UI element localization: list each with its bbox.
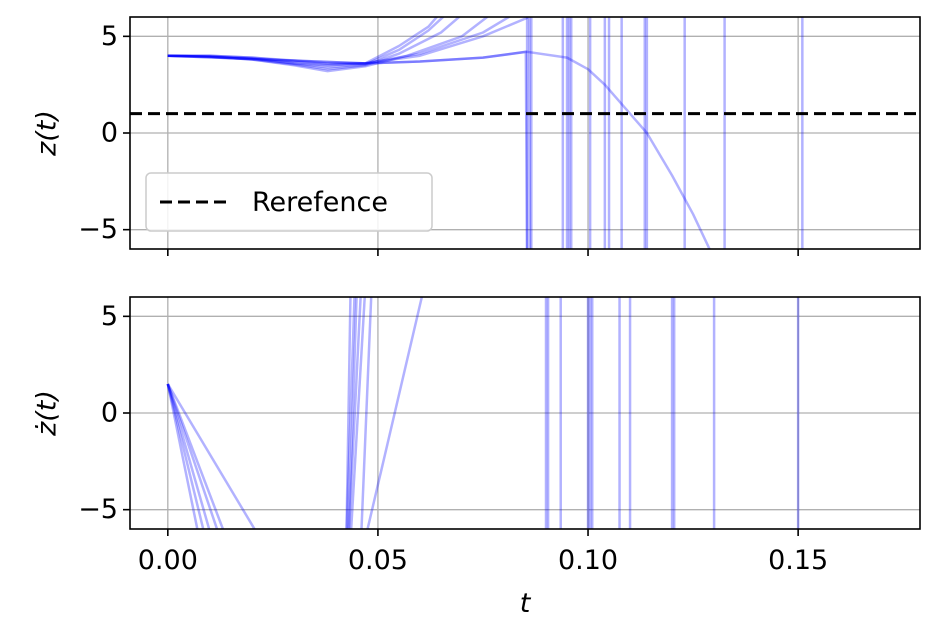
z-trajectories	[167, 17, 804, 249]
z-y-tick-label: 0	[101, 118, 118, 149]
zdot-y-ticks: −5 0 5	[78, 301, 130, 525]
zdot-trajectory-line	[347, 297, 358, 529]
x-axis-label: t	[520, 588, 532, 619]
zdot-trajectory-line	[366, 297, 424, 529]
z-trajectory-line	[167, 50, 529, 249]
zdot-y-tick-label: 0	[101, 398, 118, 429]
zdot-x-tick-label: 0.05	[348, 545, 408, 576]
z-y-tick-label: 5	[101, 21, 118, 52]
zdot-y-tick-label: 5	[101, 301, 118, 332]
z-y-tick-label: −5	[78, 214, 118, 245]
zdot-x-tick-label: 0.15	[768, 545, 828, 576]
zdot-panel: 0.00 0.05 0.10 0.15 −5 0 5 ż(t) t	[32, 296, 921, 619]
zdot-trajectory-line	[345, 297, 356, 529]
zdot-trajectory-line	[349, 297, 366, 529]
zdot-y-axis-label: ż(t)	[32, 390, 63, 437]
zdot-grid	[130, 297, 920, 529]
zdot-trajectory-line	[166, 383, 205, 529]
zdot-x-ticks: 0.00 0.05 0.10 0.15	[138, 529, 828, 576]
zdot-trajectory-line	[166, 383, 219, 529]
zdot-trajectory-line	[360, 297, 373, 529]
zdot-trajectory-line	[345, 297, 352, 529]
zdot-y-tick-label: −5	[78, 494, 118, 525]
zdot-trajectory-line	[347, 297, 362, 529]
z-trajectory-line	[167, 17, 532, 249]
z-y-ticks: −5 0 5	[78, 21, 130, 245]
zdot-x-tick-label: 0.10	[558, 545, 618, 576]
z-y-axis-label: z(t)	[32, 110, 63, 157]
z-panel: −5 0 5 z(t) Rerefence	[32, 16, 921, 256]
z-trajectory-line	[167, 17, 490, 73]
legend-box	[145, 172, 433, 232]
z-trajectory-line	[167, 17, 445, 69]
z-trajectory-line	[167, 17, 512, 67]
z-trajectory-line	[167, 50, 711, 249]
legend-reference-label: Rerefence	[252, 187, 388, 218]
z-grid	[130, 17, 920, 249]
zdot-trajectory-line	[166, 383, 211, 529]
z-trajectory-line	[167, 17, 462, 71]
zdot-trajectory-line	[166, 383, 256, 529]
zdot-trajectories	[166, 297, 800, 529]
zdot-trajectory-line	[166, 383, 225, 529]
zdot-trajectory-line	[166, 383, 199, 529]
z-x-ticks	[167, 249, 799, 256]
legend: Rerefence	[145, 172, 433, 232]
z-trajectory-line	[167, 17, 439, 65]
zdot-x-tick-label: 0.00	[138, 545, 198, 576]
